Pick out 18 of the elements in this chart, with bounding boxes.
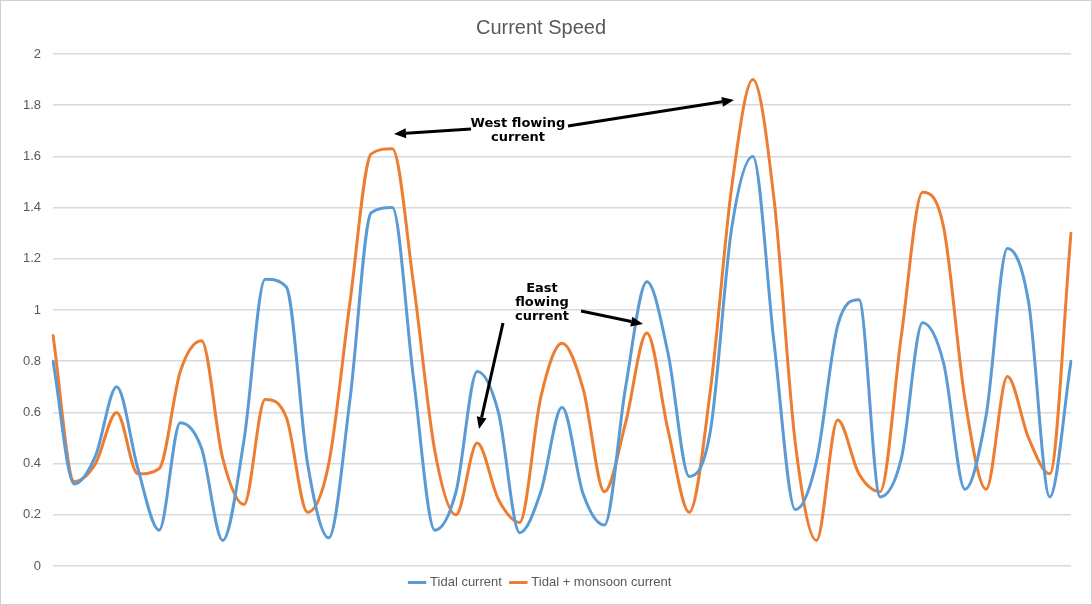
y-tick-label: 2 <box>33 45 42 61</box>
y-tick-label: 0.8 <box>22 352 42 368</box>
y-tick-label: 1.4 <box>22 199 42 215</box>
y-tick-label: 1.6 <box>22 147 42 163</box>
y-tick-label: 0 <box>33 557 42 573</box>
chart-title: Current Speed <box>475 15 607 38</box>
y-tick-label: 1.2 <box>22 250 42 266</box>
y-tick-label: 1 <box>33 301 42 317</box>
line-series <box>51 78 1073 542</box>
annotation: West flowing current <box>469 115 567 144</box>
legend-label: Tidal + monsoon current <box>531 574 672 590</box>
annotation: East flowing current <box>513 280 571 323</box>
y-tick-label: 0.4 <box>22 455 42 471</box>
line-series <box>51 154 1073 542</box>
legend-label: Tidal current <box>430 574 503 590</box>
y-tick-label: 1.8 <box>22 96 42 112</box>
y-tick-label: 0.6 <box>22 403 42 419</box>
y-tick-label: 0.2 <box>22 506 42 522</box>
